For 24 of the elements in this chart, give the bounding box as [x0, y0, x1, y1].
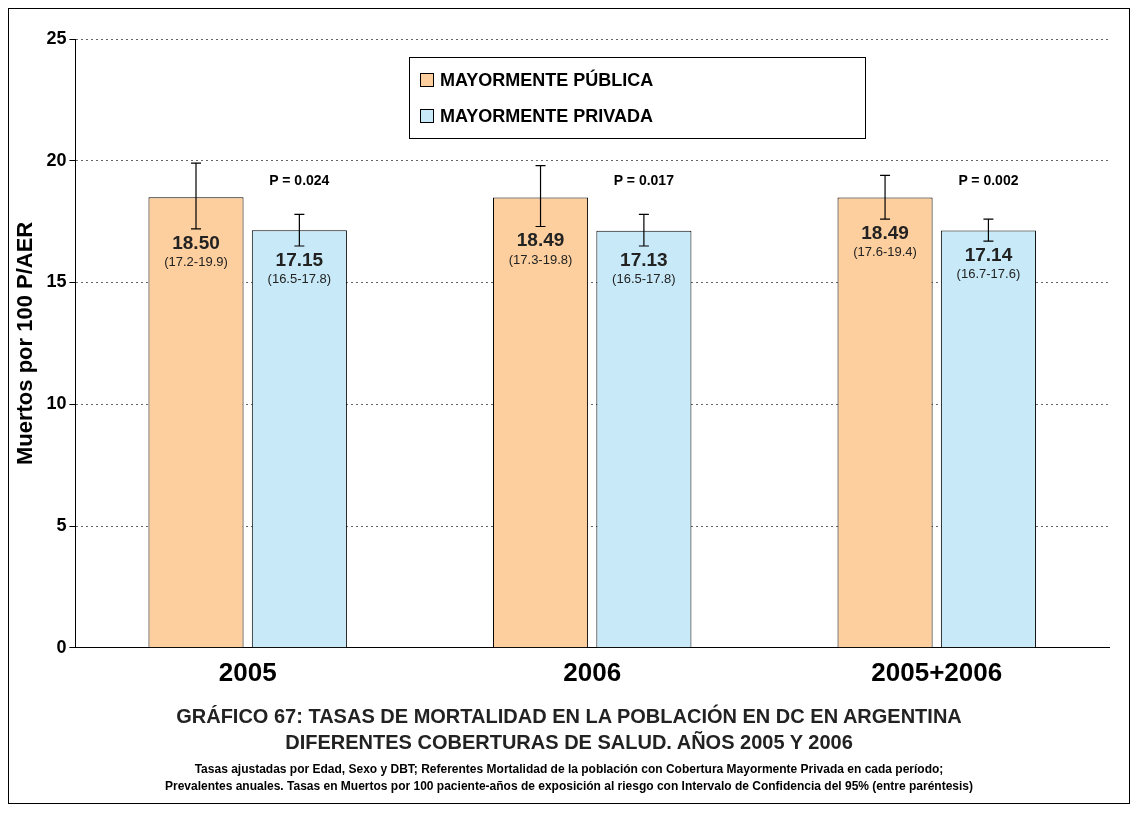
y-tick-label: 25	[46, 27, 67, 48]
text: Prevalentes anuales. Tasas en Muertos por 100 paciente-años de exposición al riesgo con Intervalo de Confidencia del 95% (entre paréntesis)	[163, 778, 975, 795]
x-tick-label: 2005+2006	[871, 656, 1003, 687]
data-label: 18.49 (17.3-19.8)	[508, 229, 573, 267]
y-tick-label: 0	[56, 636, 67, 657]
data-label: 18.50 (17.2-19.9)	[164, 231, 228, 270]
text: Tasas ajustadas por Edad, Sexo y DBT; Referentes Mortalidad de la población con Cobertura Mayormente Privada en cada período;	[193, 761, 945, 778]
text: GRÁFICO 67: TASAS DE MORTALIDAD EN LA POBLACIÓN EN DC EN ARGENTINA DIFERENTES COBERTURAS DE SALUD. AÑOS 2005 Y 2006	[175, 703, 963, 755]
y-tick-label: 10	[46, 393, 67, 414]
y-tick-label: 5	[56, 515, 67, 536]
data-label: 18.49 (17.6-19.4)	[853, 221, 917, 260]
data-label: 17.14 (16.7-17.6)	[956, 243, 1021, 282]
y-tick-label: 15	[46, 271, 67, 292]
x-tick-label: 2006	[563, 656, 622, 687]
legend-label: MAYORMENTE PÚBLICA	[440, 69, 654, 91]
y-axis-title: Muertos por 100 P/AER	[12, 221, 38, 466]
legend-label: MAYORMENTE PRIVADA	[440, 105, 654, 127]
x-tick-label: 2005	[218, 656, 277, 687]
annotation: P = 0.017	[613, 172, 675, 189]
y-tick-label: 20	[46, 149, 67, 170]
data-label: 17.15 (16.5-17.8)	[267, 248, 332, 287]
annotation: P = 0.002	[958, 172, 1019, 189]
annotation: P = 0.024	[269, 172, 330, 189]
data-label: 17.13 (16.5-17.8)	[612, 248, 676, 287]
